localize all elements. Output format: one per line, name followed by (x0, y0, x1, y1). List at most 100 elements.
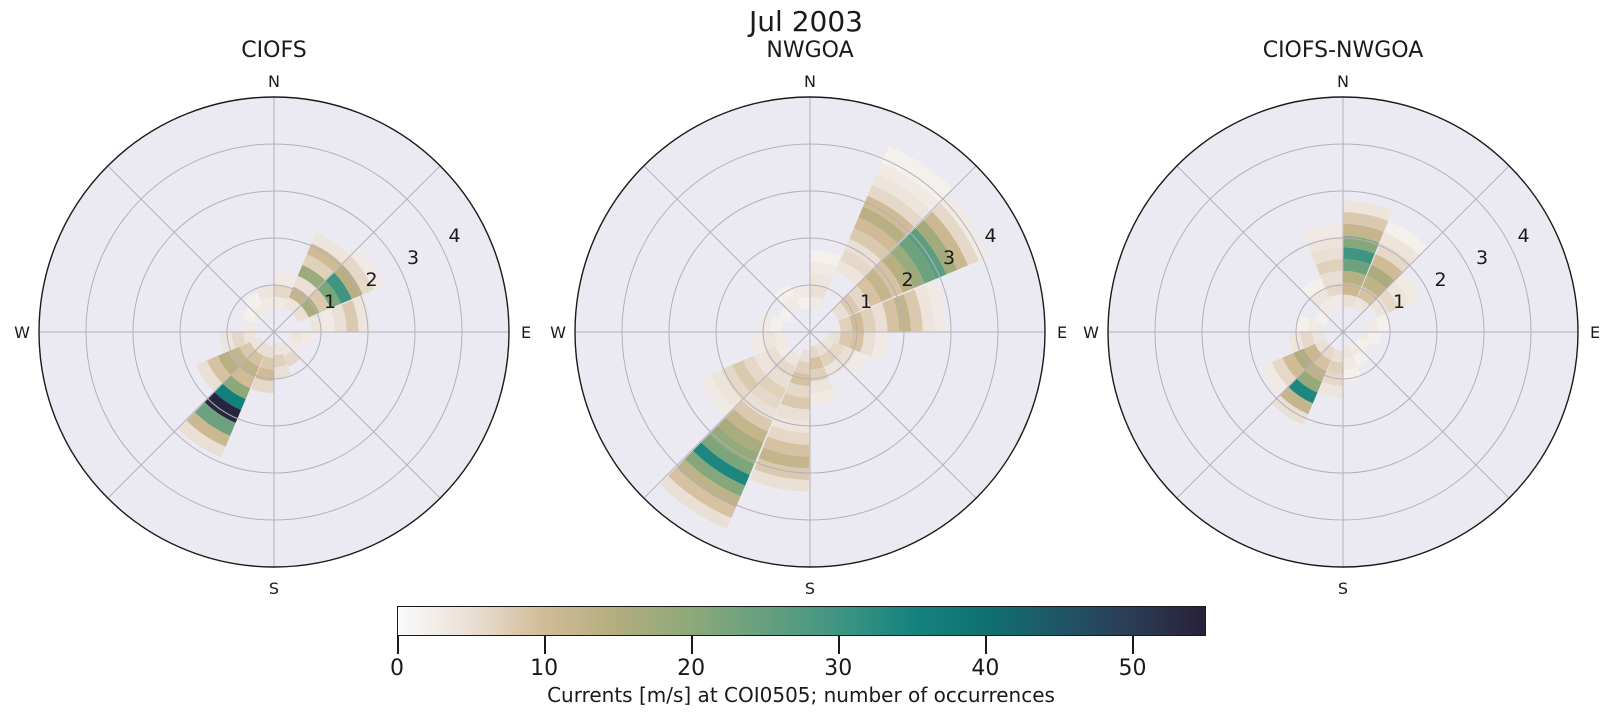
rose-cell (758, 312, 773, 332)
rose-cell (764, 346, 784, 367)
rose-cell (796, 296, 810, 311)
r-tick-label: 3 (1476, 247, 1488, 269)
rose-cell (1300, 332, 1315, 348)
cardinal-label-n: N (268, 72, 280, 91)
rose-cell (838, 332, 853, 348)
rose-cell (1343, 270, 1366, 287)
rose-cell (668, 467, 736, 519)
rose-cell (1328, 294, 1343, 309)
rose-cell (325, 272, 352, 304)
rose-cell (840, 249, 873, 277)
rose-cell (1375, 243, 1411, 272)
rose-cell (810, 377, 833, 394)
rose-cell (815, 342, 829, 356)
rose-cell (775, 358, 796, 378)
grid-spoke (809, 165, 977, 333)
rose-cell (334, 264, 363, 300)
rose-cell (810, 345, 820, 358)
colorbar (397, 606, 1206, 636)
colorbar-tick-label: 0 (390, 656, 404, 681)
rose-cell (1313, 353, 1332, 371)
cardinal-label-n: N (1337, 72, 1349, 91)
colorbar-tick-label: 30 (824, 656, 853, 681)
rose-cell (284, 297, 301, 314)
r-tick-label: 1 (1393, 291, 1405, 313)
rose-cell (1343, 282, 1362, 298)
rose-cell (297, 264, 326, 289)
rose-cell (742, 392, 778, 421)
grid-spoke (107, 165, 275, 333)
rose-cell (898, 236, 936, 284)
rose-cell (1304, 343, 1322, 362)
rose-cell (676, 459, 741, 508)
rose-cell (853, 217, 898, 252)
rose-cell (932, 203, 979, 266)
rose-cell (1314, 339, 1330, 354)
rose-cell (1343, 345, 1353, 358)
rose-cell (1364, 318, 1379, 332)
rose-cell (758, 447, 810, 469)
rose-cell (1305, 362, 1327, 382)
rose-cell (810, 249, 841, 267)
rose-cell (810, 285, 828, 300)
rose-cell (836, 346, 856, 367)
rose-plot-nwgoa: 1 2 3 4 N S W E (550, 72, 1067, 598)
colorbar-tick (691, 636, 693, 654)
rose-cell (1369, 297, 1389, 318)
cardinal-label-e: E (1057, 323, 1067, 342)
rose-cell (1280, 387, 1313, 415)
rose-cell (773, 284, 795, 304)
subplot-title-ciofs-nwgoa: CIOFS-NWGOA (1262, 38, 1424, 63)
rose-cell (252, 303, 267, 319)
colorbar-tick-label: 50 (1118, 656, 1147, 681)
rose-cell (792, 285, 810, 300)
rose-cell (1312, 332, 1326, 344)
rose-cell (827, 332, 841, 344)
rose-cell (860, 307, 876, 332)
rose-cell (824, 358, 845, 378)
cardinal-label-w: W (550, 323, 566, 342)
rose-cell (231, 367, 255, 389)
rose-cell (820, 337, 834, 351)
rose-cell (753, 351, 775, 375)
rose-cell (725, 408, 768, 443)
cardinal-label-s: S (1338, 579, 1348, 598)
rose-cell (890, 244, 925, 289)
rose-cell (1343, 294, 1358, 309)
polar-outline (574, 96, 1046, 568)
r-tick-label: 2 (365, 269, 377, 291)
rose-cell (239, 342, 256, 359)
rose-cell (319, 309, 336, 332)
rose-cell (849, 228, 890, 261)
rose-cell (915, 219, 958, 275)
rose-cell (289, 332, 303, 343)
rose-plot-ciofs: 1 2 3 4 N S W E (14, 72, 531, 598)
rose-cell (810, 366, 829, 382)
rose-cell (867, 184, 923, 227)
rose-cell (845, 351, 867, 375)
rose-cell (870, 332, 888, 362)
rose-cell (732, 360, 759, 392)
rose-cell (306, 243, 342, 272)
rose-cell (274, 342, 283, 356)
rose-cell (858, 206, 906, 244)
rose-cell (1366, 332, 1381, 347)
colorbar-tick-label: 40 (971, 656, 1000, 681)
rose-cell (241, 307, 258, 323)
rose-cell (692, 442, 750, 486)
rose-cell (763, 436, 810, 457)
rose-cell (300, 297, 320, 318)
rose-cell (767, 425, 810, 445)
rose-cell (247, 350, 264, 367)
rose-cell (940, 195, 990, 261)
colorbar-tick (397, 636, 399, 654)
rose-cell (1288, 332, 1304, 353)
rose-cell (222, 375, 251, 400)
colorbar-tick (544, 636, 546, 654)
rose-cell (1271, 357, 1297, 387)
rose-cell (750, 383, 782, 410)
rose-cell (1282, 353, 1305, 379)
rose-cell (1318, 382, 1343, 398)
rose-cell (350, 247, 385, 290)
